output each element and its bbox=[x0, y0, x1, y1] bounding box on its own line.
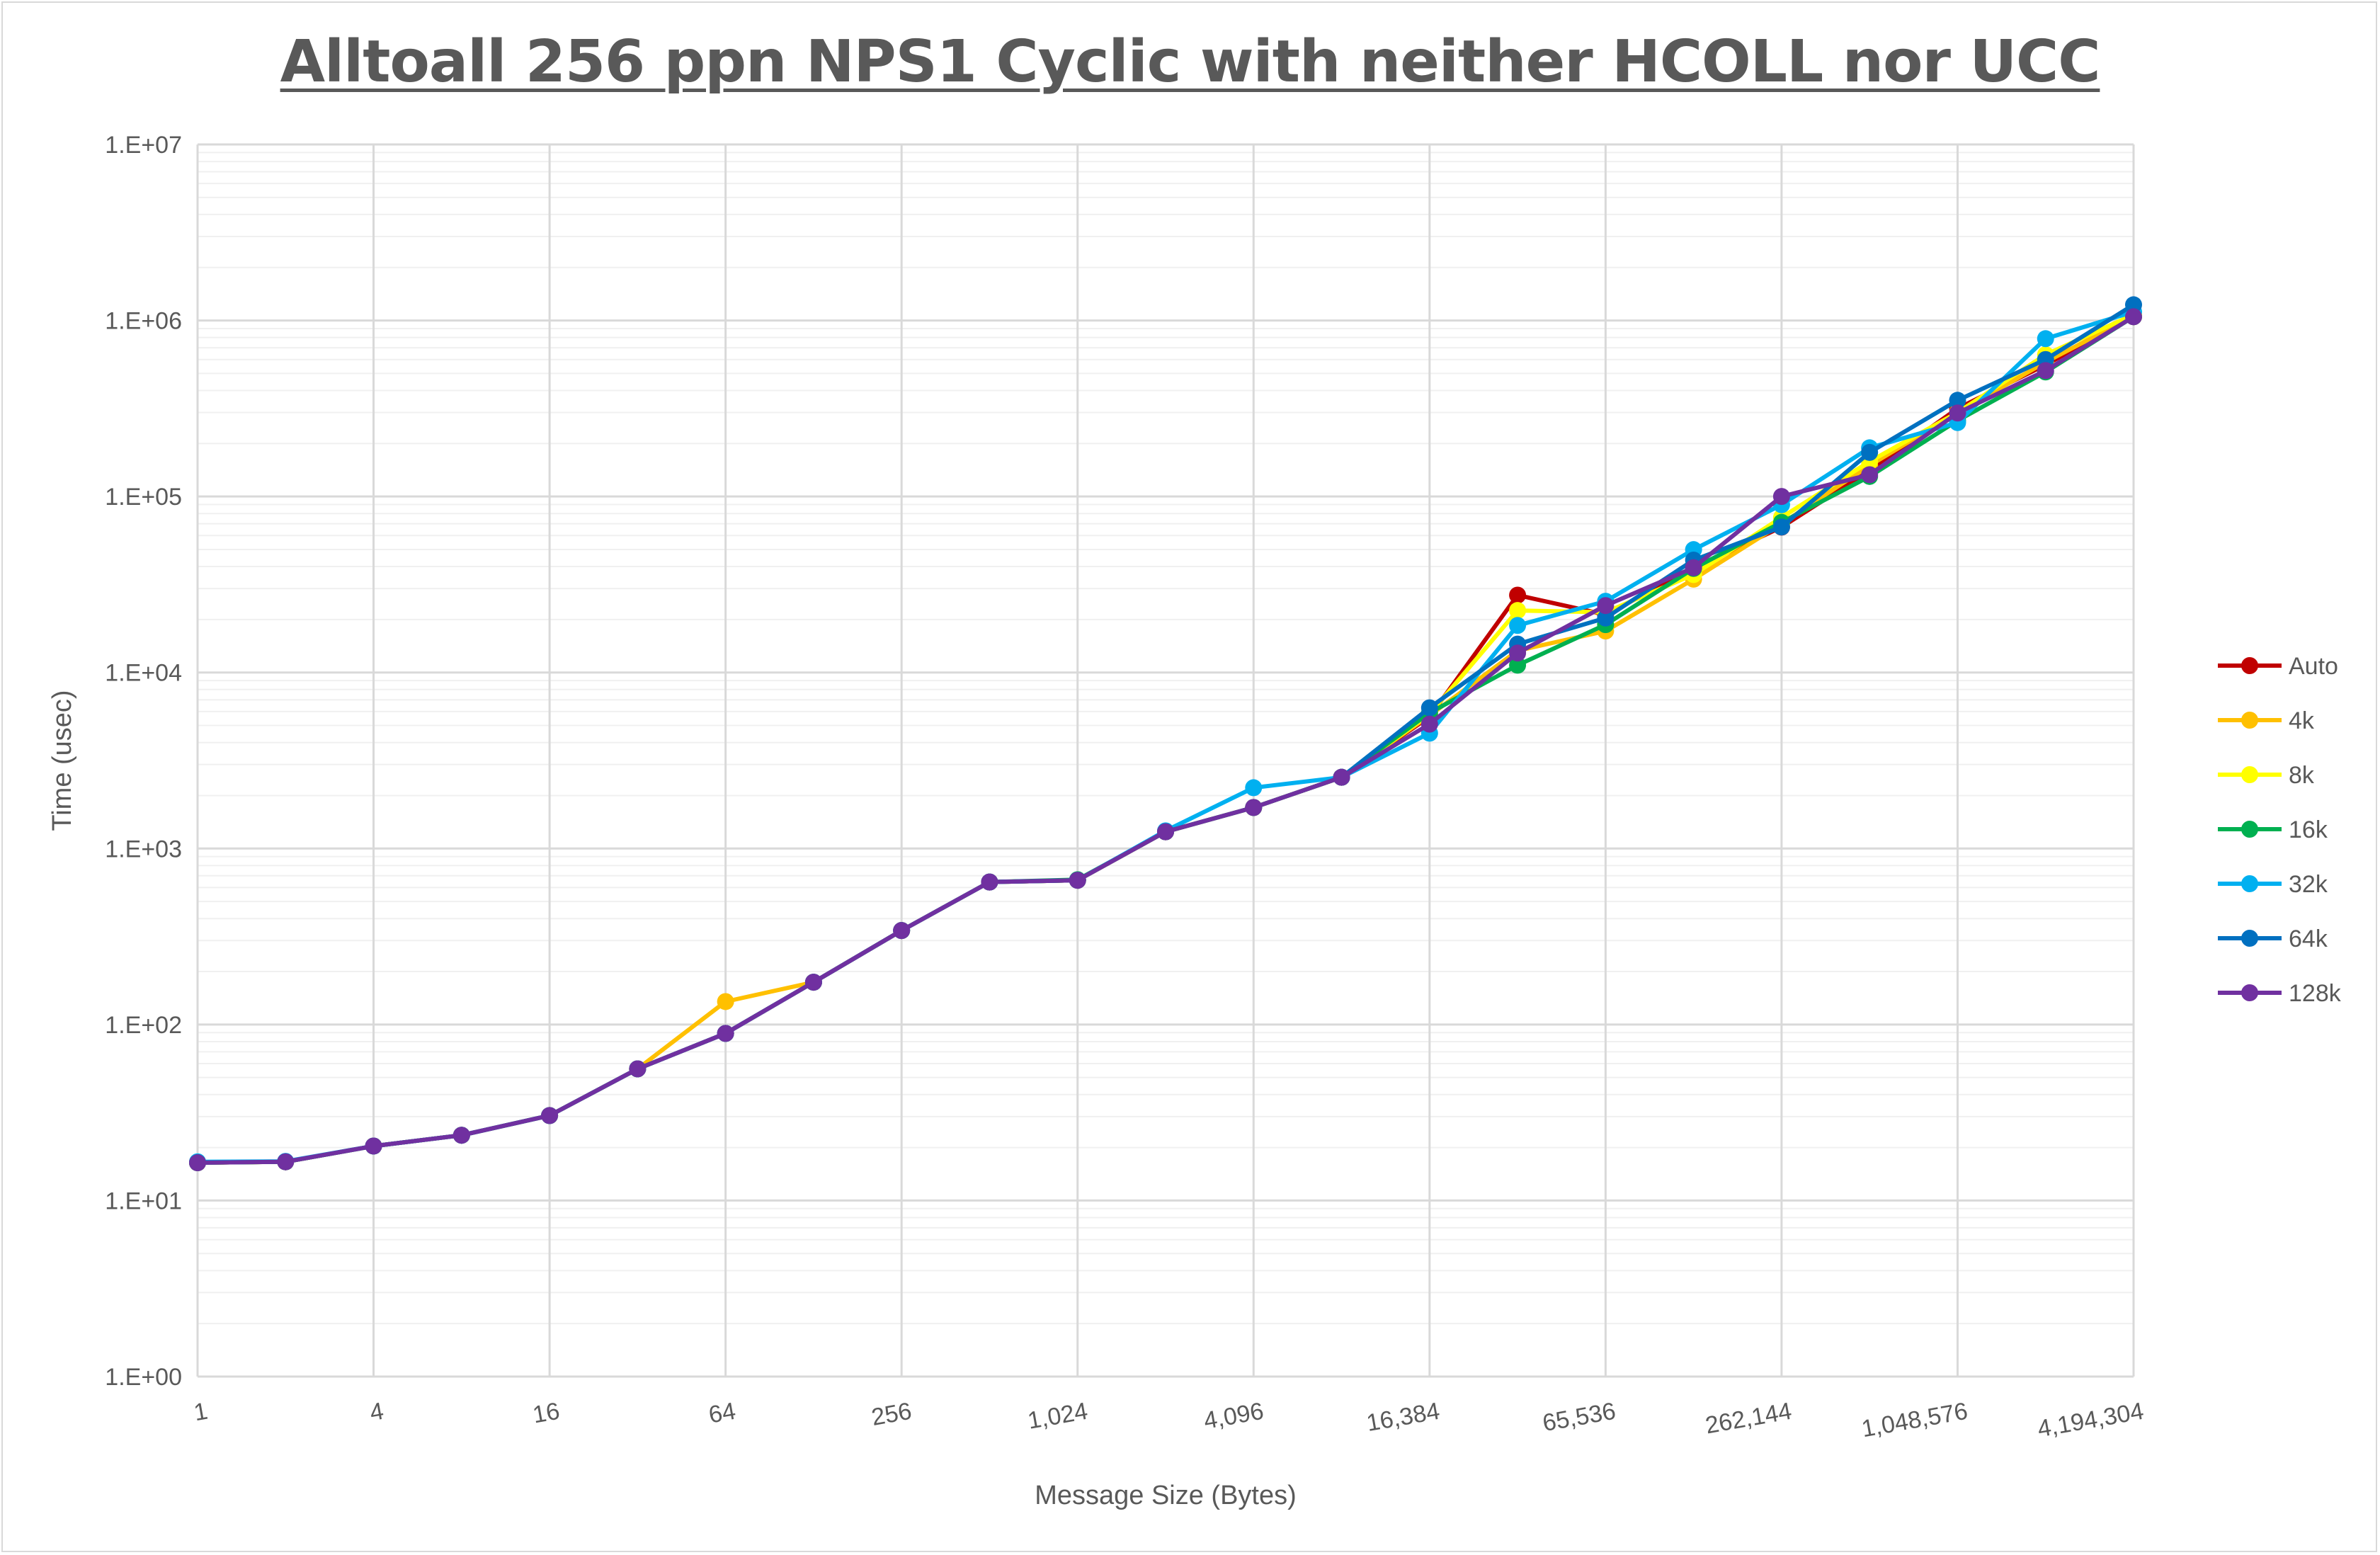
data-point-32k bbox=[1509, 617, 1527, 634]
data-point-128k bbox=[717, 1025, 734, 1042]
legend-marker bbox=[2241, 657, 2258, 674]
x-axis-label: Message Size (Bytes) bbox=[1035, 1481, 1297, 1510]
legend-label: 128k bbox=[2289, 980, 2342, 1007]
legend-marker bbox=[2241, 875, 2258, 892]
data-point-8k bbox=[1509, 602, 1527, 620]
legend-label: Auto bbox=[2289, 653, 2338, 680]
data-point-128k bbox=[1157, 823, 1174, 841]
y-tick-label: 1.E+04 bbox=[105, 660, 182, 687]
x-tick-label: 256 bbox=[870, 1398, 913, 1431]
data-point-128k bbox=[1772, 488, 1790, 506]
legend-marker bbox=[2241, 712, 2258, 729]
data-point-128k bbox=[189, 1154, 206, 1172]
data-point-128k bbox=[1069, 872, 1086, 889]
y-tick-label: 1.E+05 bbox=[105, 484, 182, 511]
data-point-64k bbox=[1597, 609, 1615, 627]
series-line-8k bbox=[197, 312, 2135, 1165]
legend-marker bbox=[2241, 821, 2258, 838]
data-point-128k bbox=[1420, 715, 1438, 733]
data-point-128k bbox=[1949, 404, 1966, 422]
data-point-128k bbox=[893, 922, 911, 940]
x-tick-label: 4 bbox=[368, 1398, 385, 1427]
y-tick-label: 1.E+01 bbox=[105, 1187, 182, 1214]
y-tick-label: 1.E+00 bbox=[105, 1364, 182, 1391]
data-point-128k bbox=[1333, 768, 1350, 786]
legend-label: 64k bbox=[2289, 925, 2328, 952]
series-32k bbox=[189, 303, 2142, 1170]
y-tick-label: 1.E+07 bbox=[105, 132, 182, 159]
x-tick-label: 16,384 bbox=[1365, 1398, 1442, 1437]
legend: Auto 4k 8k 16k 32k 64k 128k bbox=[2218, 653, 2342, 1007]
gridlines bbox=[196, 143, 2135, 1378]
data-point-128k bbox=[1861, 466, 1879, 484]
series-64k bbox=[189, 296, 2142, 1172]
data-point-Auto bbox=[1509, 586, 1527, 604]
data-point-4k bbox=[717, 993, 734, 1010]
data-point-32k bbox=[2037, 330, 2054, 348]
legend-item-32k: 32k bbox=[2218, 871, 2328, 898]
data-point-128k bbox=[1245, 799, 1263, 816]
data-point-64k bbox=[1772, 518, 1790, 536]
data-point-64k bbox=[1949, 392, 1966, 409]
data-point-16k bbox=[1509, 656, 1527, 674]
legend-item-16k: 16k bbox=[2218, 816, 2328, 843]
data-point-128k bbox=[804, 974, 822, 991]
series-line-64k bbox=[197, 302, 2135, 1165]
data-point-128k bbox=[541, 1107, 559, 1124]
x-tick-label: 16 bbox=[530, 1398, 562, 1429]
legend-item-64k: 64k bbox=[2218, 925, 2328, 952]
chart-title: Alltoall 256 ppn NPS1 Cyclic with neithe… bbox=[280, 28, 2101, 96]
data-point-128k bbox=[2125, 308, 2142, 326]
data-point-128k bbox=[1597, 597, 1615, 615]
y-tick-label: 1.E+02 bbox=[105, 1012, 182, 1039]
legend-item-8k: 8k bbox=[2218, 762, 2315, 789]
data-point-128k bbox=[629, 1060, 647, 1078]
legend-item-128k: 128k bbox=[2218, 980, 2342, 1007]
legend-marker bbox=[2241, 984, 2258, 1001]
x-tick-label: 1,048,576 bbox=[1860, 1398, 1970, 1443]
y-tick-label: 1.E+03 bbox=[105, 836, 182, 862]
legend-marker bbox=[2241, 766, 2258, 783]
legend-item-Auto: Auto bbox=[2218, 653, 2338, 680]
x-tick-label: 1,024 bbox=[1025, 1398, 1089, 1435]
series-128k bbox=[189, 308, 2142, 1172]
data-point-64k bbox=[1861, 443, 1879, 461]
series-line-32k bbox=[197, 309, 2134, 1164]
x-tick-label: 4,096 bbox=[1202, 1398, 1265, 1435]
x-tick-label: 4,194,304 bbox=[2036, 1398, 2146, 1443]
series-layer bbox=[189, 296, 2142, 1172]
data-point-128k bbox=[365, 1137, 382, 1155]
legend-label: 16k bbox=[2289, 816, 2328, 843]
data-point-128k bbox=[2037, 362, 2054, 380]
x-tick-label: 65,536 bbox=[1540, 1398, 1617, 1437]
x-tick-label: 262,144 bbox=[1703, 1398, 1794, 1440]
legend-label: 8k bbox=[2289, 762, 2315, 789]
data-point-128k bbox=[1509, 644, 1527, 662]
data-point-128k bbox=[452, 1127, 470, 1144]
y-axis-label: Time (usec) bbox=[47, 690, 77, 831]
y-tick-label: 1.E+06 bbox=[105, 308, 182, 335]
legend-marker bbox=[2241, 930, 2258, 947]
x-tick-label: 64 bbox=[707, 1398, 738, 1429]
data-point-32k bbox=[1245, 779, 1263, 797]
data-point-64k bbox=[2125, 296, 2142, 314]
data-point-128k bbox=[277, 1153, 295, 1170]
x-tick-label: 1 bbox=[192, 1398, 210, 1427]
legend-label: 32k bbox=[2289, 871, 2328, 898]
legend-label: 4k bbox=[2289, 707, 2315, 734]
data-point-64k bbox=[1420, 699, 1438, 717]
data-point-128k bbox=[1685, 559, 1702, 576]
data-point-128k bbox=[981, 873, 998, 891]
legend-item-4k: 4k bbox=[2218, 707, 2315, 734]
